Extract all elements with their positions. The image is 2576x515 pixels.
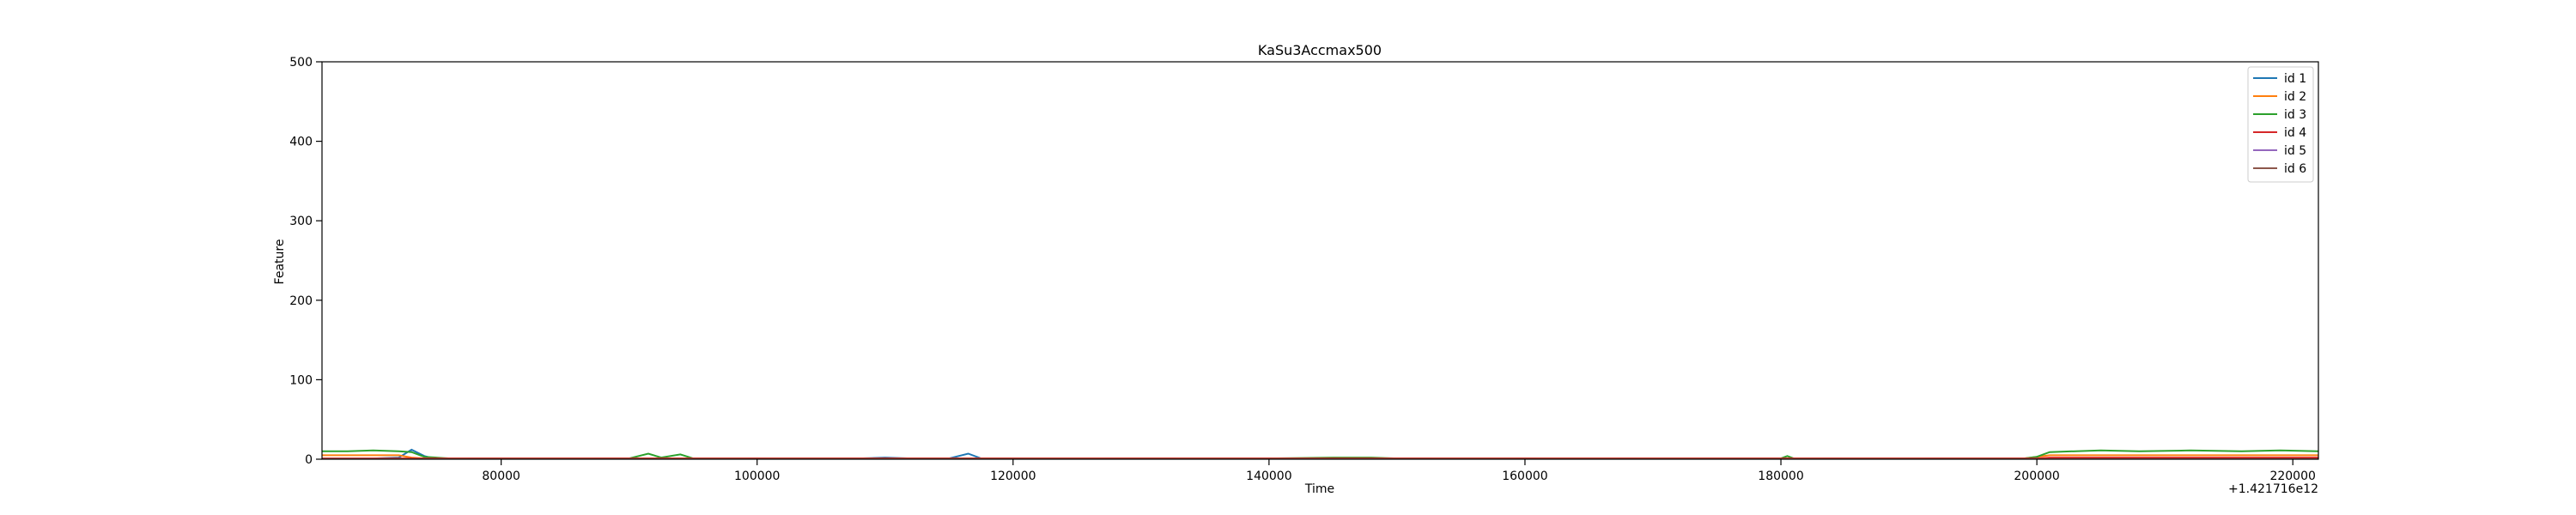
y-axis: 0 100 200 300 400 500 xyxy=(289,56,322,467)
y-axis-label: Feature xyxy=(273,239,287,285)
x-axis-label: Time xyxy=(1304,482,1334,496)
series-line-3 xyxy=(322,449,2318,459)
legend-label-5: id 5 xyxy=(2284,144,2306,158)
x-tick-label: 220000 xyxy=(2269,470,2315,483)
legend-label-1: id 1 xyxy=(2284,72,2306,86)
x-tick-label: 180000 xyxy=(1758,470,1803,483)
chart-title: KaSu3Accmax500 xyxy=(1258,42,1382,58)
y-tick-label: 100 xyxy=(289,373,313,387)
y-tick-label: 500 xyxy=(289,56,313,70)
y-tick-label: 200 xyxy=(289,294,313,308)
plot-area xyxy=(321,61,2319,460)
plot-frame xyxy=(321,61,2319,460)
x-tick-label: 200000 xyxy=(2014,470,2059,483)
x-axis-offset-label: +1.421716e12 xyxy=(2228,482,2318,496)
legend-label-4: id 4 xyxy=(2284,126,2306,140)
x-tick-label: 120000 xyxy=(990,470,1036,483)
x-tick-label: 140000 xyxy=(1246,470,1291,483)
legend-label-2: id 2 xyxy=(2284,90,2306,104)
x-tick-label: 160000 xyxy=(1502,470,1547,483)
x-tick-label: 80000 xyxy=(482,470,520,483)
x-tick-label: 100000 xyxy=(734,470,780,483)
legend-label-6: id 6 xyxy=(2284,162,2306,176)
y-tick-label: 300 xyxy=(289,215,313,228)
x-axis: 80000 100000 120000 140000 160000 180000 20000… xyxy=(482,459,2316,483)
legend: id 1 id 2 id 3 id 4 id 5 id 6 xyxy=(2247,66,2314,183)
y-tick-label: 400 xyxy=(289,136,313,149)
series-line-4 xyxy=(322,457,2318,459)
y-tick-label: 0 xyxy=(305,453,313,467)
legend-label-3: id 3 xyxy=(2284,108,2306,122)
